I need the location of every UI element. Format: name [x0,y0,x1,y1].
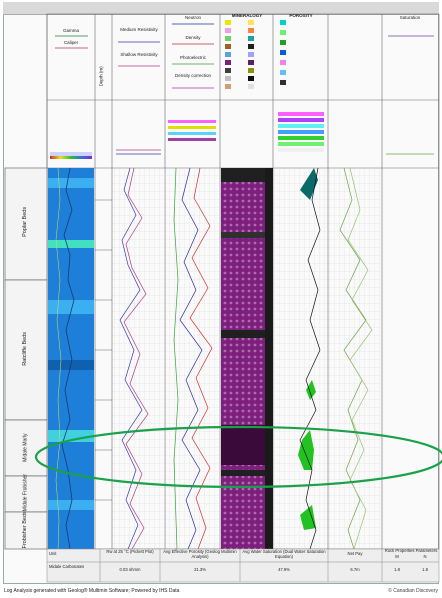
header-neutron: Neutron [184,15,201,20]
top-band [3,2,439,15]
resistivity-track [119,167,149,550]
footer: Log Analysis generated with Geolog® Mult… [0,585,442,598]
formation-label-ratcliffe: Ratcliffe Beds [22,331,29,366]
summary-unit: Midale Carbonates [49,564,85,569]
summary-header-unit: Unit [49,551,57,556]
summary-porosity: 21.3% [194,567,206,572]
formation-label-poplar: Poplar Beds [22,206,29,237]
summary-rw: 0.03 ohmm [119,567,141,572]
summary-header-porosity: Avg Effective Porosity (Geolog Multimin … [163,549,237,559]
summary-header-netpay: Net Pay [347,551,363,556]
porosity-legend [280,20,286,85]
formation-column [4,167,48,550]
summary-netpay: 6.7m [350,567,360,572]
porosity-track [298,167,321,550]
summary-header-rock-props: Rock Properties Parameters [384,548,438,553]
header-medium-resistivity: Medium Resistivity [120,27,158,32]
summary-sw: 47.9% [278,567,290,572]
summary-header-m: M [395,554,399,559]
header-density-correction: Density correction [174,73,211,78]
summary-header-sw: Avg Water Saturation (Dual Water Saturat… [242,549,326,559]
formation-label-frobisher: Frobisher Beds [22,511,29,549]
header-mineralogy: MINERALOGY [231,13,263,18]
header-depth: Depth (m) [98,66,104,87]
scale-bars [50,112,434,159]
mineralogy-track [221,168,273,549]
summary-m: 1.8 [394,567,400,572]
footer-copyright: © Canadian Discovery [388,588,438,594]
summary-table: Unit Rw at 25 °C (Pickett Plot) Avg Effe… [47,548,439,582]
header-photoelectric: Photoelectric [179,55,206,60]
depth-track [95,199,112,501]
summary-n: 1.8 [422,567,428,572]
header-density: Density [185,35,201,40]
saturation-track [339,167,373,550]
footer-credit: Log Analysis generated with Geolog® Mult… [4,588,180,594]
header-saturation: Saturation [399,15,421,20]
header-legend-lines [55,23,434,89]
mineralogy-legend [225,20,254,89]
neutron-density-track [173,167,213,550]
highlight-ellipse [34,425,442,489]
header-porosity: POROSITY [289,13,313,18]
summary-table-grid [46,548,440,583]
header-gamma: Gamma [62,28,79,33]
summary-header-n: N [423,554,427,559]
header-shallow-resistivity: Shallow Resistivity [120,52,158,57]
gamma-track [48,167,94,550]
header-caliper: Caliper [63,40,79,45]
summary-header-rw: Rw at 25 °C (Pickett Plot) [106,549,154,554]
